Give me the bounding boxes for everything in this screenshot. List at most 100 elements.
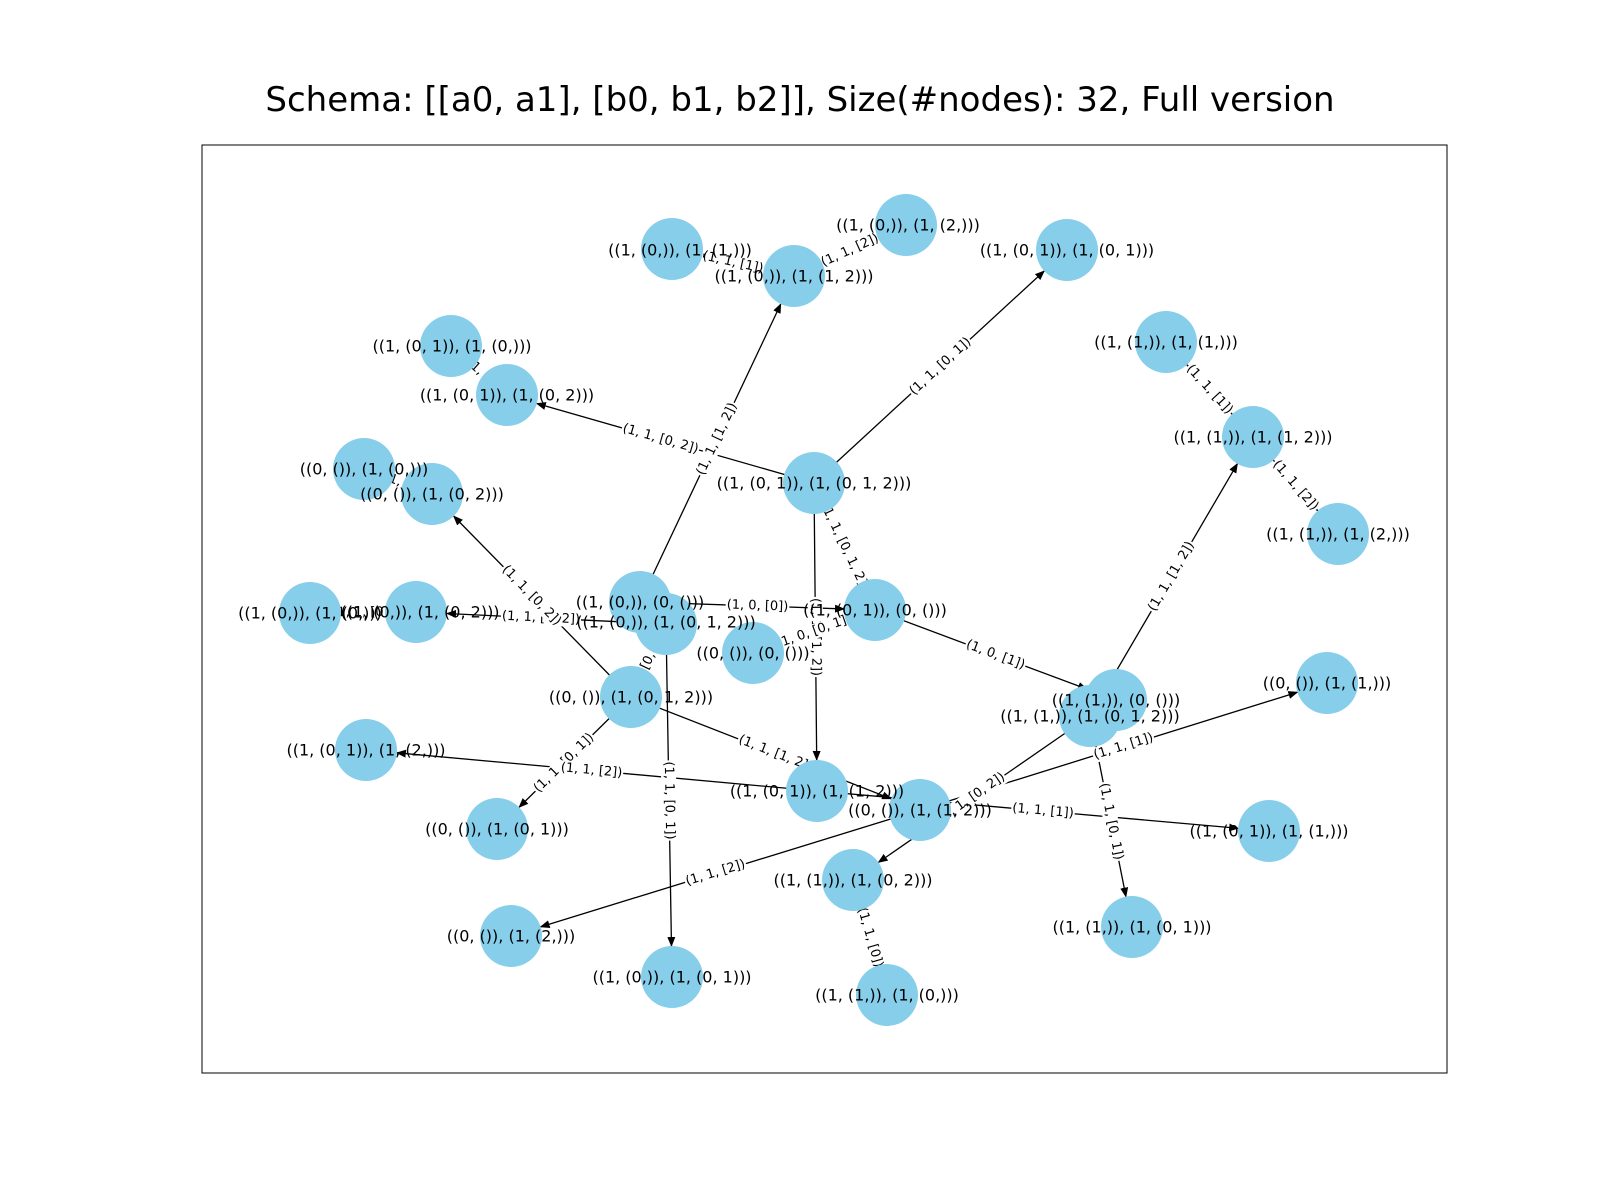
edge-label-text: (1, 1, [1, 2]) <box>1145 539 1197 614</box>
graph-node <box>1222 406 1284 468</box>
node-label: ((0, ()), (1, (1,))) <box>1263 674 1392 693</box>
graph-node <box>1135 311 1197 373</box>
edge-label-text: (1, 0, [0]) <box>726 597 788 614</box>
node-label: ((1, (0,)), (1, (0, 1))) <box>592 968 751 987</box>
node-label: ((0, ()), (1, (2,))) <box>447 927 576 946</box>
edge-label-text: (1, 1, [1]) <box>1183 362 1236 418</box>
edge-label-background <box>905 333 976 400</box>
edge-label: (1, 1, [2]) <box>817 230 883 271</box>
node-label: ((1, (0,)), (1, (0, 2))) <box>340 603 499 622</box>
graph-node <box>335 719 397 781</box>
edge-label: (1, 0, [0]) <box>725 597 790 615</box>
edge-label-background <box>816 499 873 594</box>
edge-label-background <box>853 904 887 971</box>
edge-label-background <box>559 760 624 781</box>
graph-node <box>822 849 884 911</box>
edge-label-background <box>963 636 1028 674</box>
graph-node <box>385 581 447 643</box>
edge-label: (1, 1, [2]) <box>1268 456 1323 515</box>
edge-label: (1, 1, [0]) <box>331 604 395 621</box>
graph-node <box>641 946 703 1008</box>
node-label: ((1, (1,)), (1, (0, 1))) <box>1052 918 1211 937</box>
graph-node <box>476 364 538 426</box>
edge-label-text: (1, 1, [0]) <box>332 605 394 621</box>
node-label: ((0, ()), (0, ())) <box>696 644 809 663</box>
edge-label-background <box>1010 800 1076 822</box>
edge-label-background <box>1090 729 1157 764</box>
edge-label-background <box>660 760 678 841</box>
graph-node <box>1238 800 1300 862</box>
node-label: ((1, (0,)), (1, (0, 1, 2))) <box>576 613 755 632</box>
graph-node <box>1307 503 1369 565</box>
graph-node <box>722 622 784 684</box>
edge-label-text: (1, 1, [0, 1]) <box>907 335 975 399</box>
node-label: ((1, (0, 1)), (1, (1, 2))) <box>730 782 904 801</box>
node-label: ((1, (1,)), (1, (1,))) <box>1094 333 1238 352</box>
edge-label-background <box>1095 780 1127 863</box>
node-label: ((1, (0, 1)), (1, (1,))) <box>1189 822 1348 841</box>
graph-node <box>420 315 482 377</box>
edge-label: (1, 1, [0, 1]) <box>660 760 678 841</box>
graph-node <box>480 905 542 967</box>
graph-node <box>641 218 703 280</box>
nodes-layer <box>279 194 1369 1026</box>
edge-label: (1, 0, [1]) <box>963 636 1028 674</box>
node-label: ((1, (1,)), (1, (0, 1, 2))) <box>1000 707 1179 726</box>
edge-label: (1, 1, [1, 2]) <box>1144 538 1199 615</box>
graph-node <box>763 245 825 307</box>
edge-label-background <box>682 856 749 890</box>
node-label: ((0, ()), (1, (1, 2))) <box>848 801 992 820</box>
node-label: ((1, (0, 1)), (1, (0, 1, 2))) <box>717 474 912 493</box>
edge-label: (1, 1, [2]) <box>682 856 749 890</box>
graph-node <box>1059 685 1121 747</box>
edge-label-background <box>619 420 702 458</box>
node-label: ((0, ()), (1, (0,))) <box>300 460 429 479</box>
edge-label-background <box>725 597 790 615</box>
graph-node <box>786 760 848 822</box>
edge-label: (1, 1, [0, 1]) <box>905 333 976 400</box>
edge-label-text: (1, 1, [1]) <box>1012 801 1075 821</box>
edge-label: (1, 1, [1, 2]) <box>693 399 741 479</box>
edge-label-text: (1, 1, [0, 1]) <box>661 761 677 839</box>
edge-label-background <box>693 399 741 479</box>
edge-label-background <box>773 611 855 652</box>
node-label: ((1, (1,)), (1, (2,))) <box>1266 525 1410 544</box>
edge-label-text: (1, 1, [2]) <box>684 857 747 889</box>
node-label: ((1, (0,)), (1, (2,))) <box>836 216 980 235</box>
edge-label-text: (1, 1, [0, 2]) <box>621 421 700 457</box>
edge-label: (1, 1, [0, 2]) <box>619 420 702 458</box>
graph-node <box>844 579 906 641</box>
node-label: ((1, (0, 1)), (0, ())) <box>803 601 947 620</box>
edge-label: (1, 1, [0, 1]) <box>1095 780 1127 863</box>
edge-label-background <box>700 248 766 277</box>
node-label: ((0, ()), (1, (0, 2))) <box>360 485 504 504</box>
node-label: ((1, (0,)), (1, (1, 2))) <box>714 267 873 286</box>
edge-label: (1, 1, [1]) <box>1010 800 1076 822</box>
edge-label-background <box>1268 456 1323 515</box>
edge-label-text: (1, 1, [2]) <box>560 760 623 781</box>
edge-label-text: (1, 1, [2]) <box>1270 457 1322 513</box>
edge-label-background <box>1144 538 1199 615</box>
edge-label-background <box>817 230 883 271</box>
edge-label-background <box>500 608 582 628</box>
node-label: ((1, (0, 1)), (1, (0, 2))) <box>420 386 594 405</box>
edge-label-text: (1, 1, [2]) <box>819 231 881 270</box>
node-label: ((1, (0, 1)), (1, (2,))) <box>286 741 445 760</box>
graph-node <box>401 463 463 525</box>
edge-label-text: (1, 0, [1]) <box>964 637 1027 673</box>
graph-node <box>875 194 937 256</box>
plot-frame <box>201 144 1448 1074</box>
edge-label-text: (1, 1, [1, 2]) <box>694 400 741 477</box>
diagram-title: Schema: [[a0, a1], [b0, b1, b2]], Size(#… <box>265 80 1335 120</box>
graph-node <box>1101 896 1163 958</box>
edge-label: (1, 1, [0, 1, 2]) <box>816 499 873 594</box>
graph-node <box>279 582 341 644</box>
node-label: ((1, (1,)), (1, (0,))) <box>815 986 959 1005</box>
graph-node <box>1296 652 1358 714</box>
node-label: ((1, (0,)), (1, (1,))) <box>608 241 752 260</box>
graph-node <box>333 438 395 500</box>
graph-node <box>1036 219 1098 281</box>
node-label: ((1, (1,)), (1, (1, 2))) <box>1173 428 1332 447</box>
node-label: ((1, (1,)), (0, ())) <box>1052 691 1181 710</box>
graph-node <box>466 798 528 860</box>
